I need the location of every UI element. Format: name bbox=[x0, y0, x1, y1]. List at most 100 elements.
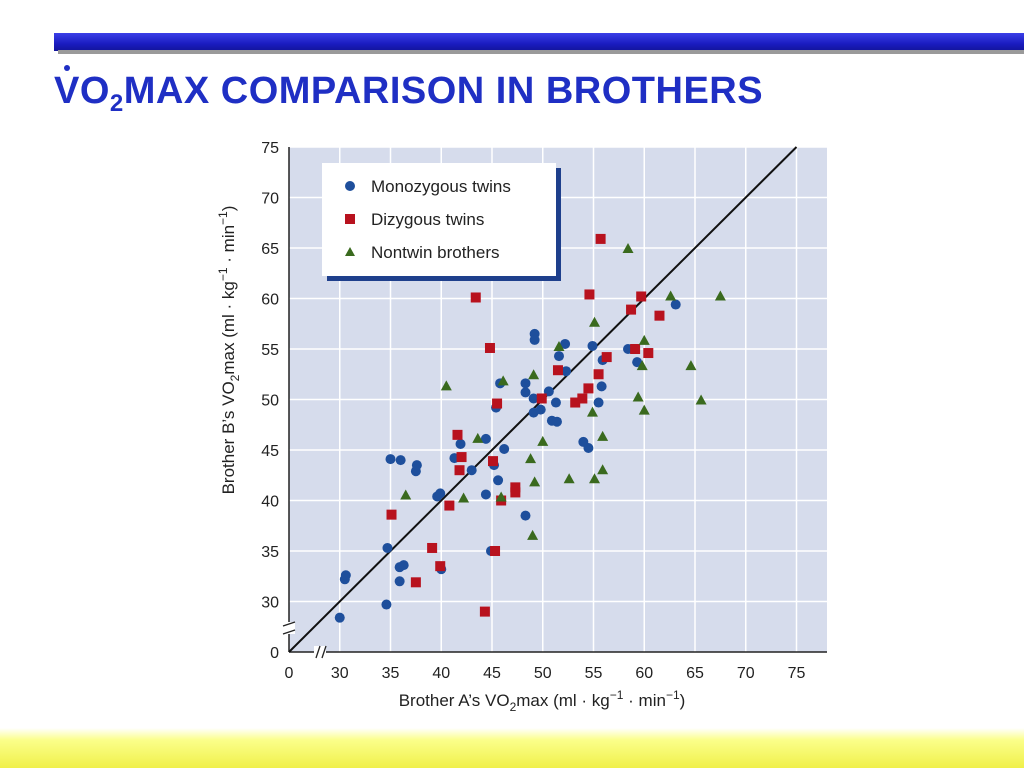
slide-title: VO2MAX COMPARISON IN BROTHERS bbox=[54, 65, 764, 117]
nontwin-point bbox=[597, 464, 609, 475]
y-tick-label: 50 bbox=[261, 393, 279, 410]
dizygous-point bbox=[577, 393, 588, 404]
monozygous-point bbox=[529, 334, 540, 345]
dizygous-point bbox=[593, 369, 604, 380]
monozygous-point bbox=[670, 299, 681, 310]
dizygous-point bbox=[386, 509, 397, 520]
dizygous-point bbox=[490, 546, 501, 556]
nontwin-point bbox=[597, 430, 609, 441]
monozygous-point bbox=[551, 416, 562, 427]
monozygous-point bbox=[587, 340, 598, 351]
monozygous-point bbox=[553, 351, 564, 362]
dizygous-point bbox=[584, 289, 595, 300]
nontwin-point bbox=[636, 360, 648, 371]
dizygous-point bbox=[643, 348, 654, 359]
monozygous-point bbox=[466, 465, 477, 476]
x-tick-label: 70 bbox=[737, 665, 755, 682]
monozygous-point bbox=[334, 612, 345, 623]
monozygous-point bbox=[520, 510, 531, 521]
dizygous-point bbox=[601, 352, 612, 363]
monozygous-point bbox=[382, 542, 393, 553]
monozygous-point bbox=[535, 404, 546, 415]
y-tick-label: 45 bbox=[261, 443, 279, 460]
monozygous-point bbox=[493, 475, 504, 486]
dizygous-point bbox=[552, 365, 563, 376]
x-tick-label: 55 bbox=[585, 665, 603, 682]
title-rest: MAX COMPARISON IN BROTHERS bbox=[123, 70, 764, 112]
nontwin-point bbox=[495, 491, 507, 502]
y-tick-label: 75 bbox=[261, 140, 279, 157]
y-tick-label: 40 bbox=[261, 494, 279, 511]
monozygous-point bbox=[520, 378, 531, 389]
nontwin-point bbox=[553, 340, 565, 351]
monozygous-point bbox=[583, 442, 594, 453]
monozygous-point bbox=[561, 366, 572, 377]
monozygous-point bbox=[520, 387, 531, 398]
dizygous-point bbox=[626, 304, 637, 315]
dizygous-point bbox=[570, 397, 581, 408]
y-tick-label: 55 bbox=[261, 342, 279, 359]
x-tick-label: 30 bbox=[331, 665, 349, 682]
dizygous-point bbox=[470, 292, 481, 303]
y-axis-break bbox=[282, 621, 296, 635]
monozygous-point bbox=[480, 433, 491, 444]
nontwin-point bbox=[528, 369, 540, 380]
monozygous-point bbox=[435, 488, 446, 499]
x-tick-label: 60 bbox=[635, 665, 653, 682]
bottom-gradient-band bbox=[0, 728, 1024, 768]
legend-label-dizygous: Dizygous twins bbox=[371, 210, 484, 229]
nontwin-point bbox=[589, 316, 601, 327]
legend: Monozygous twins Dizygous twins Nontwin … bbox=[322, 163, 561, 281]
dizygous-point bbox=[435, 561, 446, 572]
nontwin-point bbox=[632, 391, 644, 402]
dizygous-point bbox=[452, 429, 463, 440]
nontwin-point bbox=[529, 476, 541, 487]
dizygous-point bbox=[479, 606, 490, 617]
dizygous-point bbox=[454, 465, 465, 476]
nontwin-point bbox=[695, 394, 707, 405]
y-tick-label: 70 bbox=[261, 191, 279, 208]
nontwin-point bbox=[665, 290, 677, 301]
nontwin-point bbox=[497, 375, 509, 386]
monozygous-point bbox=[398, 560, 409, 571]
x-tick-label: 50 bbox=[534, 665, 552, 682]
y-tick-label: 0 bbox=[270, 645, 279, 662]
legend-square-marker bbox=[345, 214, 355, 224]
title-v-dot: V bbox=[54, 65, 80, 112]
x-tick-label: 75 bbox=[788, 665, 806, 682]
monozygous-point bbox=[455, 438, 466, 449]
data-points bbox=[334, 233, 726, 623]
x-tick-label: 35 bbox=[382, 665, 400, 682]
nontwin-point bbox=[563, 473, 575, 484]
x-axis-break bbox=[314, 645, 327, 659]
y-tick-label: 60 bbox=[261, 292, 279, 309]
nontwin-point bbox=[638, 334, 650, 345]
x-tick-label: 0 bbox=[285, 665, 294, 682]
title-o: O bbox=[79, 70, 110, 112]
monozygous-point bbox=[596, 381, 607, 392]
monozygous-point bbox=[411, 460, 422, 471]
monozygous-point bbox=[632, 357, 643, 368]
nontwin-point bbox=[622, 243, 634, 254]
legend-label-monozygous: Monozygous twins bbox=[371, 177, 511, 196]
axes bbox=[282, 147, 827, 659]
monozygous-point bbox=[480, 489, 491, 500]
x-tick-label: 65 bbox=[686, 665, 704, 682]
nontwin-point bbox=[685, 360, 697, 371]
x-axis-label: Brother A’s VO2max (ml · kg−1 · min−1) bbox=[399, 688, 686, 714]
y-tick-label: 30 bbox=[261, 595, 279, 612]
dizygous-point bbox=[510, 482, 521, 493]
dizygous-point bbox=[636, 291, 647, 302]
dizygous-point bbox=[456, 452, 467, 463]
y-tick-label: 65 bbox=[261, 241, 279, 258]
title-subscript: 2 bbox=[109, 90, 124, 117]
nontwin-point bbox=[525, 453, 537, 464]
monozygous-point bbox=[381, 599, 392, 610]
dizygous-point bbox=[484, 342, 495, 353]
nontwin-point bbox=[586, 406, 598, 417]
y-tick-label: 35 bbox=[261, 544, 279, 561]
y-axis-label: Brother B’s VO2max (ml · kg−1 · min−1) bbox=[216, 206, 242, 495]
nontwin-point bbox=[472, 432, 484, 443]
x-tick-label: 40 bbox=[432, 665, 450, 682]
